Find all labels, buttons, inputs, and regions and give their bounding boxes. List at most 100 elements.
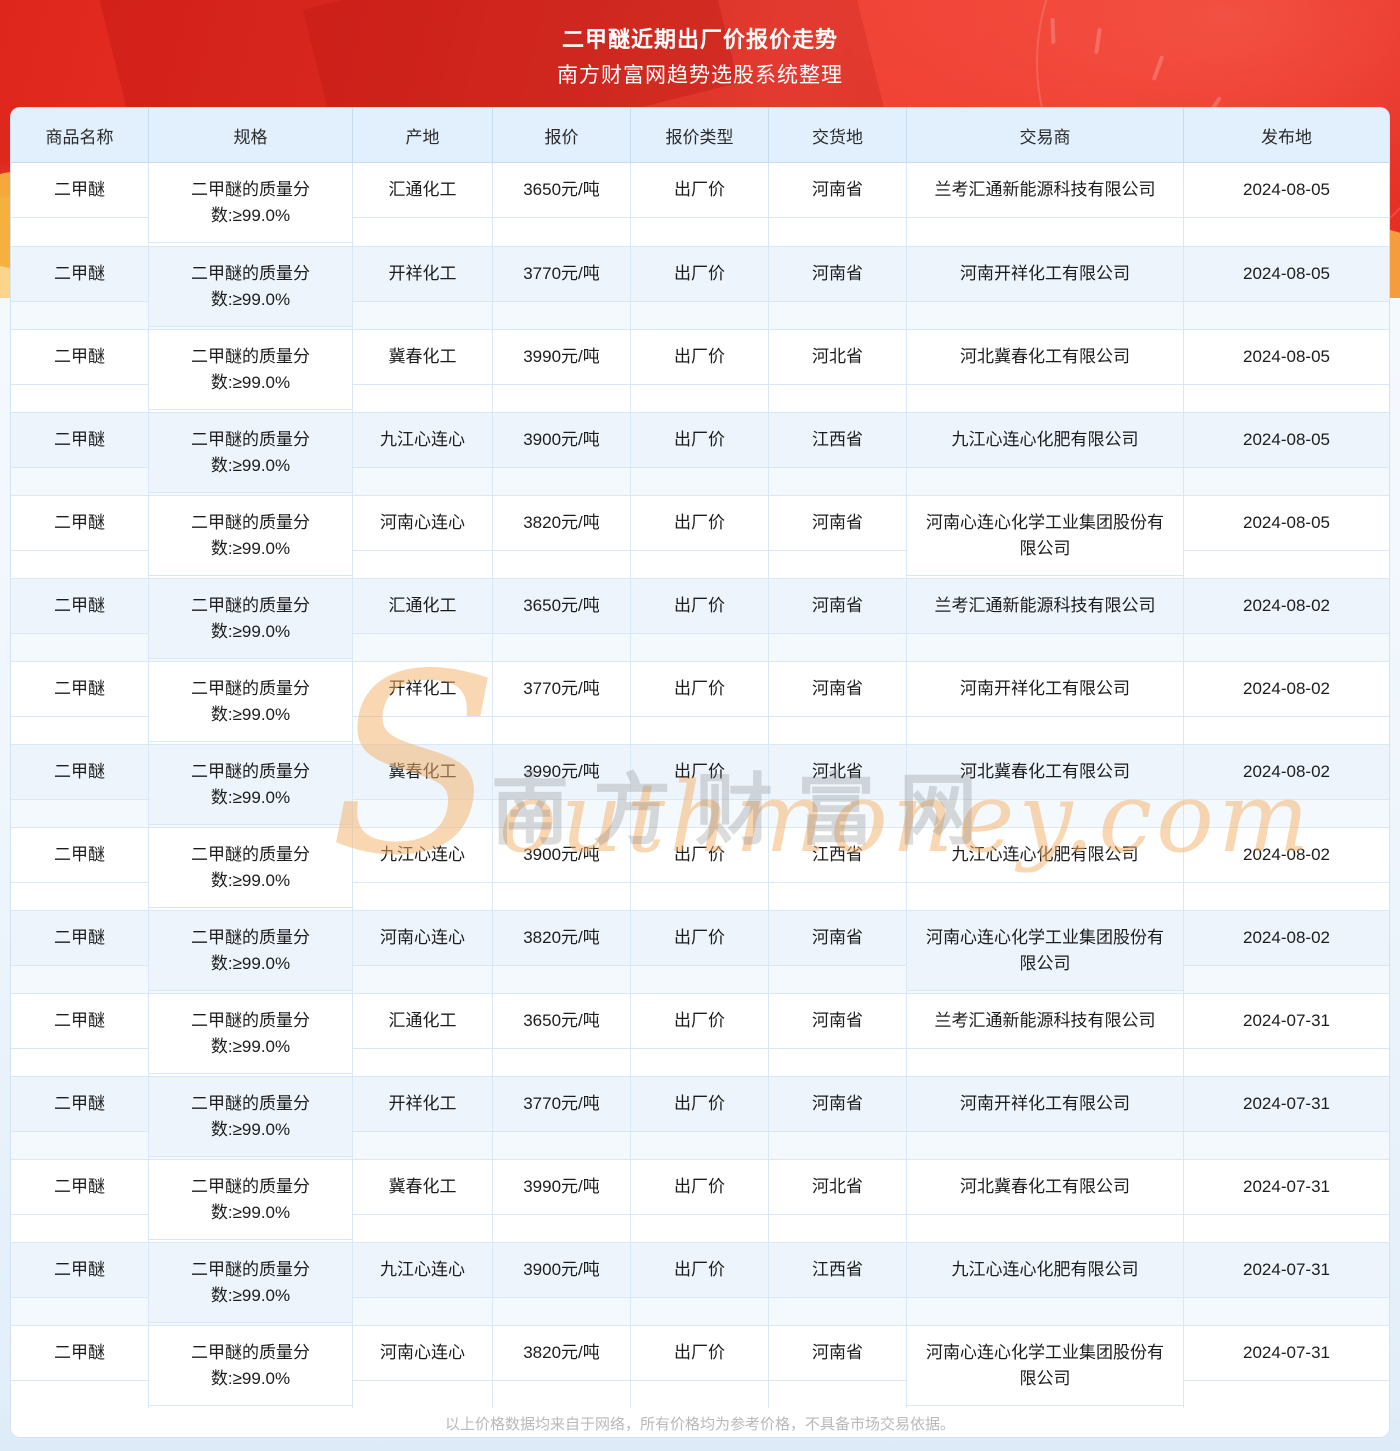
cell-price-type: 出厂价	[631, 247, 769, 329]
cell-delivery: 河南省	[769, 911, 907, 993]
cell-delivery: 江西省	[769, 828, 907, 910]
cell-spec: 二甲醚的质量分数:≥99.0%	[149, 745, 353, 827]
column-header-spec: 规格	[149, 108, 353, 162]
cell-spec: 二甲醚的质量分数:≥99.0%	[149, 1326, 353, 1408]
cell-product: 二甲醚	[11, 330, 149, 412]
table-row: 二甲醚 二甲醚的质量分数:≥99.0% 开祥化工 3770元/吨 出厂价 河南省…	[11, 661, 1389, 744]
cell-origin: 汇通化工	[353, 163, 493, 246]
cell-delivery: 河南省	[769, 1077, 907, 1159]
cell-origin: 冀春化工	[353, 1160, 493, 1242]
cell-delivery: 河南省	[769, 247, 907, 329]
cell-pub-date: 2024-08-02	[1184, 828, 1389, 910]
cell-spec: 二甲醚的质量分数:≥99.0%	[149, 994, 353, 1076]
cell-origin: 九江心连心	[353, 1243, 493, 1325]
cell-product: 二甲醚	[11, 1077, 149, 1159]
cell-spec: 二甲醚的质量分数:≥99.0%	[149, 1077, 353, 1159]
cell-origin: 九江心连心	[353, 413, 493, 495]
cell-product: 二甲醚	[11, 745, 149, 827]
cell-product: 二甲醚	[11, 828, 149, 910]
cell-product: 二甲醚	[11, 413, 149, 495]
cell-trader: 河南开祥化工有限公司	[907, 247, 1184, 329]
cell-origin: 汇通化工	[353, 579, 493, 661]
cell-trader: 河南心连心化学工业集团股份有限公司	[907, 496, 1184, 578]
cell-trader: 兰考汇通新能源科技有限公司	[907, 994, 1184, 1076]
table-row: 二甲醚 二甲醚的质量分数:≥99.0% 九江心连心 3900元/吨 出厂价 江西…	[11, 412, 1389, 495]
table-row: 二甲醚 二甲醚的质量分数:≥99.0% 河南心连心 3820元/吨 出厂价 河南…	[11, 910, 1389, 993]
cell-product: 二甲醚	[11, 662, 149, 744]
cell-price-type: 出厂价	[631, 994, 769, 1076]
table-row: 二甲醚 二甲醚的质量分数:≥99.0% 汇通化工 3650元/吨 出厂价 河南省…	[11, 578, 1389, 661]
cell-pub-date: 2024-07-31	[1184, 1160, 1389, 1242]
cell-trader: 河南心连心化学工业集团股份有限公司	[907, 911, 1184, 993]
cell-spec: 二甲醚的质量分数:≥99.0%	[149, 579, 353, 661]
cell-trader: 河北冀春化工有限公司	[907, 330, 1184, 412]
column-header-price: 报价	[493, 108, 631, 162]
cell-pub-date: 2024-08-02	[1184, 745, 1389, 827]
cell-origin: 开祥化工	[353, 662, 493, 744]
cell-pub-date: 2024-07-31	[1184, 1243, 1389, 1325]
cell-price: 3900元/吨	[493, 413, 631, 495]
cell-product: 二甲醚	[11, 1160, 149, 1242]
cell-delivery: 河南省	[769, 994, 907, 1076]
cell-origin: 河南心连心	[353, 1326, 493, 1408]
cell-price-type: 出厂价	[631, 1160, 769, 1242]
page-subtitle: 南方财富网趋势选股系统整理	[557, 64, 843, 87]
table-row: 二甲醚 二甲醚的质量分数:≥99.0% 汇通化工 3650元/吨 出厂价 河南省…	[11, 163, 1389, 246]
table-row: 二甲醚 二甲醚的质量分数:≥99.0% 河南心连心 3820元/吨 出厂价 河南…	[11, 495, 1389, 578]
cell-delivery: 河南省	[769, 1326, 907, 1408]
cell-trader: 兰考汇通新能源科技有限公司	[907, 579, 1184, 661]
cell-spec: 二甲醚的质量分数:≥99.0%	[149, 247, 353, 329]
cell-pub-date: 2024-08-05	[1184, 413, 1389, 495]
banner: 二甲醚近期出厂价报价走势 南方财富网趋势选股系统整理	[0, 0, 1400, 90]
table-body: 二甲醚 二甲醚的质量分数:≥99.0% 汇通化工 3650元/吨 出厂价 河南省…	[11, 163, 1389, 1408]
cell-delivery: 江西省	[769, 1243, 907, 1325]
cell-trader: 河南开祥化工有限公司	[907, 662, 1184, 744]
cell-pub-date: 2024-08-02	[1184, 662, 1389, 744]
cell-trader: 河北冀春化工有限公司	[907, 1160, 1184, 1242]
cell-price: 3770元/吨	[493, 1077, 631, 1159]
cell-price: 3650元/吨	[493, 163, 631, 246]
cell-product: 二甲醚	[11, 1326, 149, 1408]
cell-trader: 九江心连心化肥有限公司	[907, 828, 1184, 910]
cell-price-type: 出厂价	[631, 1243, 769, 1325]
cell-product: 二甲醚	[11, 911, 149, 993]
table-row: 二甲醚 二甲醚的质量分数:≥99.0% 河南心连心 3820元/吨 出厂价 河南…	[11, 1325, 1389, 1408]
cell-product: 二甲醚	[11, 1243, 149, 1325]
cell-origin: 开祥化工	[353, 247, 493, 329]
cell-spec: 二甲醚的质量分数:≥99.0%	[149, 662, 353, 744]
table-row: 二甲醚 二甲醚的质量分数:≥99.0% 开祥化工 3770元/吨 出厂价 河南省…	[11, 246, 1389, 329]
column-header-origin: 产地	[353, 108, 493, 162]
cell-product: 二甲醚	[11, 163, 149, 246]
cell-price-type: 出厂价	[631, 163, 769, 246]
cell-pub-date: 2024-07-31	[1184, 994, 1389, 1076]
cell-spec: 二甲醚的质量分数:≥99.0%	[149, 330, 353, 412]
cell-product: 二甲醚	[11, 994, 149, 1076]
table-row: 二甲醚 二甲醚的质量分数:≥99.0% 冀春化工 3990元/吨 出厂价 河北省…	[11, 329, 1389, 412]
cell-pub-date: 2024-08-05	[1184, 163, 1389, 246]
cell-pub-date: 2024-08-05	[1184, 330, 1389, 412]
cell-origin: 河南心连心	[353, 911, 493, 993]
cell-origin: 冀春化工	[353, 745, 493, 827]
cell-price-type: 出厂价	[631, 911, 769, 993]
cell-price-type: 出厂价	[631, 828, 769, 910]
cell-price: 3990元/吨	[493, 330, 631, 412]
cell-delivery: 河北省	[769, 1160, 907, 1242]
cell-origin: 九江心连心	[353, 828, 493, 910]
cell-delivery: 河北省	[769, 745, 907, 827]
cell-price: 3900元/吨	[493, 1243, 631, 1325]
cell-price-type: 出厂价	[631, 579, 769, 661]
cell-price-type: 出厂价	[631, 662, 769, 744]
cell-spec: 二甲醚的质量分数:≥99.0%	[149, 413, 353, 495]
cell-spec: 二甲醚的质量分数:≥99.0%	[149, 1160, 353, 1242]
table-row: 二甲醚 二甲醚的质量分数:≥99.0% 九江心连心 3900元/吨 出厂价 江西…	[11, 827, 1389, 910]
cell-price: 3990元/吨	[493, 745, 631, 827]
cell-price: 3650元/吨	[493, 994, 631, 1076]
cell-origin: 河南心连心	[353, 496, 493, 578]
column-header-price-type: 报价类型	[631, 108, 769, 162]
column-header-trader: 交易商	[907, 108, 1184, 162]
cell-price: 3650元/吨	[493, 579, 631, 661]
cell-spec: 二甲醚的质量分数:≥99.0%	[149, 828, 353, 910]
cell-delivery: 河南省	[769, 163, 907, 246]
cell-delivery: 河南省	[769, 579, 907, 661]
